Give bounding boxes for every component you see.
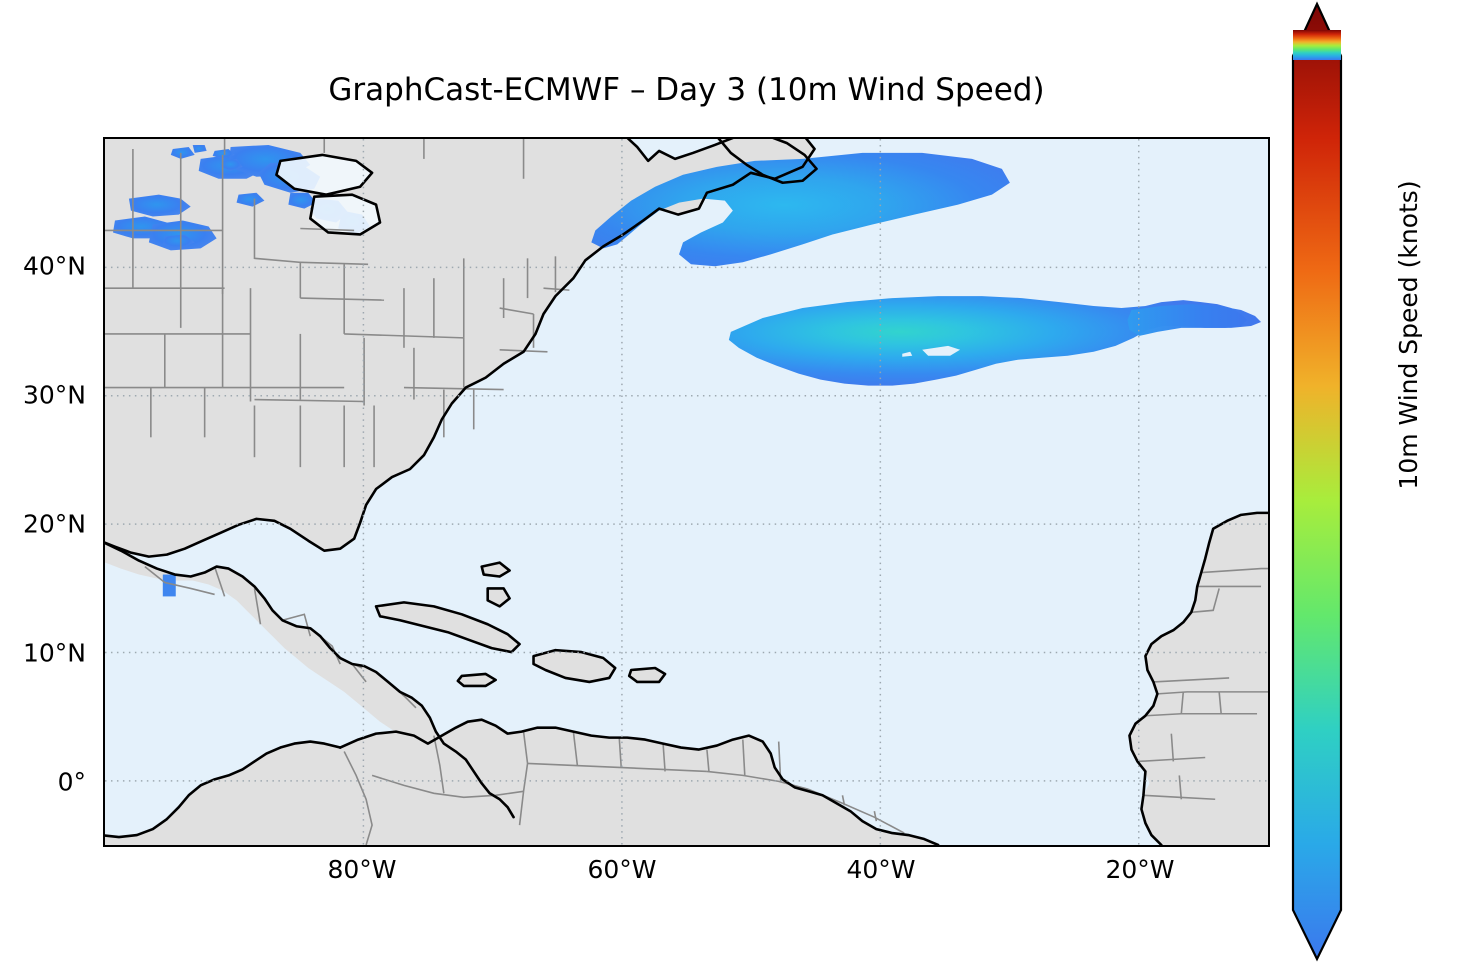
y-tick-label: 40°N: [22, 251, 86, 281]
x-tick-label: 40°W: [846, 855, 916, 884]
x-tick-label: 20°W: [1105, 855, 1175, 884]
bay-of-campeche-patch: [162, 574, 176, 597]
wind-speed-field: [112, 144, 1262, 597]
lake-fills: [276, 154, 381, 235]
y-tick-label: 30°N: [22, 380, 86, 410]
y-tick-label: 20°N: [22, 509, 86, 539]
coastlines: [105, 139, 1268, 845]
map-geography: [105, 139, 1268, 845]
central-atlantic-wind-field: [728, 296, 1248, 386]
map-gridlines: [105, 139, 1268, 845]
wind-field-east-tail: [1127, 304, 1262, 336]
y-tick-label: 10°N: [22, 638, 86, 668]
colorbar-axis-label: 10m Wind Speed (knots): [1394, 180, 1423, 490]
north-atlantic-wind-field: [591, 152, 1010, 267]
wind-field-hole: [922, 345, 961, 356]
colorbar[interactable]: 120 100 80 60 40 20: [1291, 1, 1343, 962]
chart-title: GraphCast-ECMWF – Day 3 (10m Wind Speed): [328, 72, 1045, 108]
map-plot-area[interactable]: [103, 137, 1270, 847]
colorbar-gradient: [1291, 1, 1343, 962]
x-tick-label: 80°W: [327, 855, 397, 884]
y-tick-label: 0°: [57, 767, 86, 797]
x-tick-label: 60°W: [587, 855, 657, 884]
